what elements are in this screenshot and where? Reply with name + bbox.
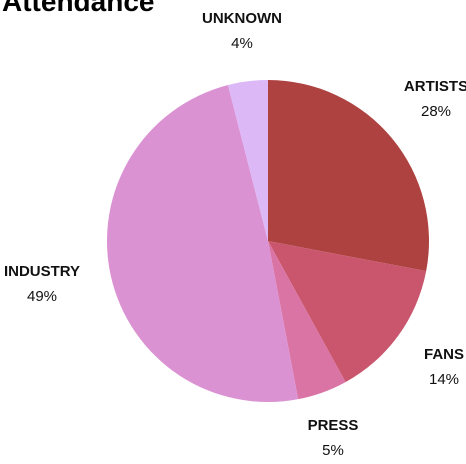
- chart-title: Attendance: [2, 0, 155, 17]
- slice-value-unknown: 4%: [231, 35, 253, 52]
- pie-slice-press: [268, 241, 346, 400]
- pie-slice-fans: [268, 241, 427, 383]
- pie-slice-artists: [268, 80, 430, 272]
- slice-value-fans: 14%: [429, 371, 459, 388]
- slice-value-press: 5%: [322, 442, 344, 459]
- slice-value-artists: 28%: [421, 103, 451, 120]
- slice-label-industry: INDUSTRY: [4, 263, 80, 280]
- slice-label-unknown: UNKNOWN: [202, 10, 282, 27]
- slice-label-press: PRESS: [308, 417, 359, 434]
- pie-slice-industry: [106, 85, 299, 403]
- pie-slice-unknown: [227, 80, 268, 241]
- slice-label-fans: FANS: [424, 346, 464, 363]
- pie-labels: ARTISTS 28% FANS 14% PRESS 5% INDUSTRY 49% UNKNO…: [4, 10, 466, 459]
- pie-slices: [106, 80, 430, 403]
- slice-label-artists: ARTISTS: [404, 78, 466, 95]
- slice-value-industry: 49%: [27, 288, 57, 305]
